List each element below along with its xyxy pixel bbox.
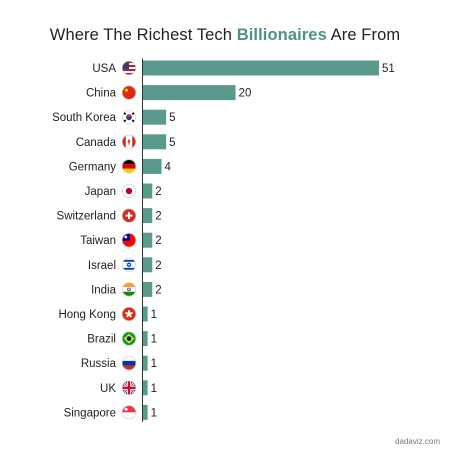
flag-hong-kong-icon [122,306,137,321]
category-label: South Korea [52,112,117,124]
value-label: 2 [155,186,161,198]
title-part2: Are From [326,26,401,44]
value-label: 1 [151,407,157,419]
category-label: India [91,284,117,296]
category-label: Canada [76,137,117,149]
flag-russia-icon [122,356,137,371]
value-label: 5 [169,137,175,149]
value-label: 2 [155,284,161,296]
category-label: Russia [81,358,117,370]
watermark: dadaviz.com [395,437,440,446]
title-highlight: Billionaires [236,26,327,44]
category-label: Japan [85,186,116,198]
chart-title: Where The Richest Tech Billionaires Are … [0,26,450,45]
flag-uk-icon [122,380,137,395]
value-label: 4 [165,161,172,173]
bar [143,158,162,174]
category-label: Singapore [64,407,116,419]
flag-israel-icon [122,257,137,272]
category-label: USA [92,63,116,75]
flag-china-icon [122,85,137,100]
value-label: 51 [382,63,395,75]
flag-usa-icon [122,60,137,75]
value-label: 20 [239,88,252,100]
bar [143,183,153,199]
bar [143,380,148,396]
flag-canada-icon [122,134,137,149]
flag-germany-icon [122,159,137,174]
value-label: 1 [151,334,157,346]
flag-switzerland-icon [122,208,137,223]
bar [143,109,167,125]
bar [143,85,236,101]
category-label: Switzerland [57,211,116,223]
category-label: Brazil [87,334,116,346]
flag-brazil-icon [122,331,137,346]
bar [143,134,167,150]
bar [143,355,148,371]
category-label: UK [100,383,116,395]
flag-taiwan-icon [122,233,137,248]
category-label: Israel [88,260,116,272]
flag-japan-icon [122,184,137,199]
bar [143,60,379,76]
bar [143,331,148,347]
category-label: Germany [69,161,117,173]
bar [143,306,148,322]
category-label: Taiwan [80,235,116,247]
bar [143,281,153,297]
bar [143,257,153,273]
flag-singapore-icon [122,405,137,420]
value-label: 1 [151,358,157,370]
category-label: China [86,88,117,100]
bar [143,232,153,248]
bar [143,404,148,420]
value-label: 2 [155,235,161,247]
value-label: 2 [155,211,161,223]
value-label: 1 [151,383,157,395]
flag-south-korea-icon [122,110,137,125]
title-part1: Where The Richest Tech [49,26,237,44]
category-label: Hong Kong [58,309,116,321]
bar [143,208,153,224]
value-label: 1 [151,309,157,321]
value-label: 5 [169,112,175,124]
value-label: 2 [155,260,161,272]
flag-india-icon [122,282,137,297]
